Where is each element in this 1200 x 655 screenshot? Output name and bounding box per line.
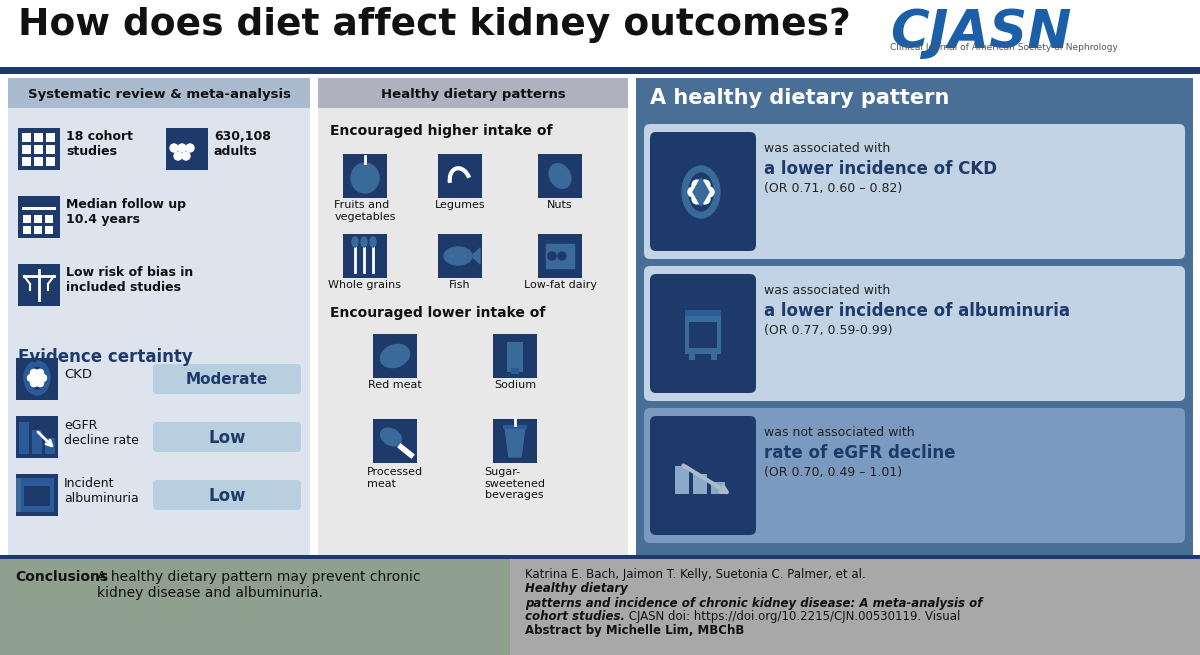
FancyBboxPatch shape [24,486,50,506]
Text: Abstract by Michelle Lim, MBChB: Abstract by Michelle Lim, MBChB [526,624,744,637]
Text: Nuts: Nuts [547,200,572,210]
FancyBboxPatch shape [154,480,301,510]
Circle shape [30,369,37,377]
FancyBboxPatch shape [8,78,310,108]
Polygon shape [472,248,480,264]
Text: (OR 0.77, 0.59-0.99): (OR 0.77, 0.59-0.99) [764,324,893,337]
Circle shape [178,144,186,152]
Text: Low-fat dairy: Low-fat dairy [523,280,596,290]
Text: Fruits and
vegetables: Fruits and vegetables [335,200,396,221]
Circle shape [548,252,556,260]
Text: CJASN: CJASN [890,7,1072,59]
FancyBboxPatch shape [511,368,520,374]
Polygon shape [505,427,526,457]
Text: was associated with: was associated with [764,142,890,155]
FancyBboxPatch shape [493,334,538,378]
FancyBboxPatch shape [18,196,60,238]
Ellipse shape [689,173,713,211]
Circle shape [182,152,190,160]
Text: Healthy dietary patterns: Healthy dietary patterns [380,88,565,101]
Text: Incident
albuminuria: Incident albuminuria [64,477,139,505]
FancyBboxPatch shape [508,342,523,372]
FancyBboxPatch shape [318,78,628,108]
FancyBboxPatch shape [154,364,301,394]
Text: Fish: Fish [449,280,470,290]
FancyBboxPatch shape [644,266,1186,401]
Circle shape [40,375,47,381]
Text: eGFR
decline rate: eGFR decline rate [64,419,139,447]
Circle shape [30,380,37,386]
FancyBboxPatch shape [8,78,310,555]
Text: CKD: CKD [64,369,92,381]
FancyBboxPatch shape [20,478,54,512]
Circle shape [688,187,698,197]
Text: Sodium: Sodium [494,380,536,390]
Ellipse shape [370,237,376,247]
Circle shape [700,194,710,204]
FancyBboxPatch shape [34,157,43,166]
Circle shape [170,144,178,152]
FancyBboxPatch shape [438,234,482,278]
FancyBboxPatch shape [16,478,22,512]
Circle shape [36,369,43,377]
FancyBboxPatch shape [16,416,58,458]
Ellipse shape [352,163,379,193]
FancyBboxPatch shape [0,555,1200,559]
Ellipse shape [380,345,409,367]
FancyBboxPatch shape [644,124,1186,259]
Text: Sugar-
sweetened
beverages: Sugar- sweetened beverages [485,467,546,500]
Text: Katrina E. Bach, Jaimon T. Kelly, Suetonia C. Palmer, et al.: Katrina E. Bach, Jaimon T. Kelly, Sueton… [526,568,870,581]
FancyBboxPatch shape [650,274,756,393]
Polygon shape [546,244,574,268]
FancyBboxPatch shape [46,215,53,223]
FancyBboxPatch shape [32,430,42,454]
FancyBboxPatch shape [650,416,756,535]
FancyBboxPatch shape [22,207,56,210]
FancyBboxPatch shape [16,474,58,516]
Ellipse shape [30,367,44,389]
FancyBboxPatch shape [493,419,538,463]
Text: Whole grains: Whole grains [329,280,402,290]
Text: A healthy dietary pattern: A healthy dietary pattern [650,88,949,108]
FancyBboxPatch shape [636,78,1193,555]
Text: (OR 0.71, 0.60 – 0.82): (OR 0.71, 0.60 – 0.82) [764,182,902,195]
FancyBboxPatch shape [22,145,31,154]
FancyBboxPatch shape [166,128,208,170]
Circle shape [696,187,707,198]
FancyBboxPatch shape [46,133,55,142]
FancyBboxPatch shape [18,128,60,170]
Circle shape [692,180,702,190]
Ellipse shape [550,164,571,189]
Text: cohort studies.: cohort studies. [526,610,625,623]
Text: Moderate: Moderate [186,373,268,388]
FancyBboxPatch shape [538,234,582,278]
FancyBboxPatch shape [710,482,725,494]
Circle shape [28,375,35,381]
Circle shape [558,252,566,260]
Text: Systematic review & meta-analysis: Systematic review & meta-analysis [28,88,290,101]
FancyBboxPatch shape [46,157,55,166]
FancyBboxPatch shape [16,358,58,400]
Text: 630,108
adults: 630,108 adults [214,130,271,158]
Text: (OR 0.70, 0.49 – 1.01): (OR 0.70, 0.49 – 1.01) [764,466,902,479]
FancyBboxPatch shape [0,67,1200,74]
FancyBboxPatch shape [694,474,707,494]
FancyBboxPatch shape [34,133,43,142]
Text: Low: Low [209,487,246,505]
FancyBboxPatch shape [689,352,695,360]
Text: Encouraged higher intake of: Encouraged higher intake of [330,124,552,138]
FancyBboxPatch shape [46,438,55,454]
Text: Legumes: Legumes [434,200,485,210]
FancyBboxPatch shape [34,145,43,154]
Text: a lower incidence of albuminuria: a lower incidence of albuminuria [764,302,1070,320]
Text: A healthy dietary pattern may prevent chronic
kidney disease and albuminuria.: A healthy dietary pattern may prevent ch… [97,570,420,600]
Circle shape [34,374,41,382]
FancyBboxPatch shape [373,419,418,463]
FancyBboxPatch shape [46,226,53,234]
Text: Evidence certainty: Evidence certainty [18,348,193,366]
Text: was associated with: was associated with [764,284,890,297]
Circle shape [36,380,43,386]
FancyBboxPatch shape [503,425,527,429]
Text: Low risk of bias in
included studies: Low risk of bias in included studies [66,266,193,294]
